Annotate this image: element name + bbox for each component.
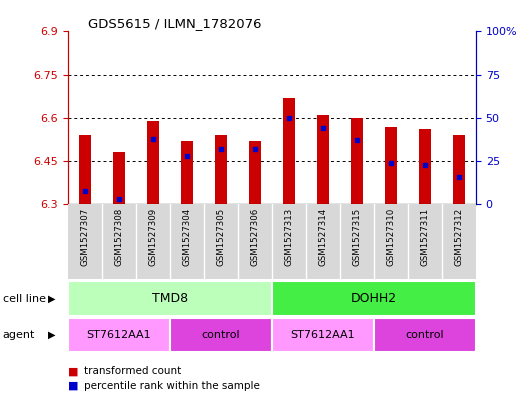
Text: GSM1527309: GSM1527309 — [149, 208, 157, 266]
Bar — [215, 135, 227, 204]
Text: GSM1527305: GSM1527305 — [217, 208, 225, 266]
Bar — [283, 98, 295, 204]
Text: GSM1527311: GSM1527311 — [420, 208, 429, 266]
Bar — [249, 141, 261, 204]
Text: GSM1527314: GSM1527314 — [319, 208, 327, 266]
Text: control: control — [202, 330, 240, 340]
Text: GSM1527310: GSM1527310 — [386, 208, 395, 266]
Text: GSM1527315: GSM1527315 — [353, 208, 361, 266]
Text: ST7612AA1: ST7612AA1 — [87, 330, 151, 340]
Text: GSM1527307: GSM1527307 — [81, 208, 89, 266]
Text: ■: ■ — [68, 366, 78, 376]
Text: ▶: ▶ — [48, 330, 55, 340]
Text: control: control — [406, 330, 444, 340]
Bar — [453, 135, 465, 204]
Text: cell line: cell line — [3, 294, 46, 304]
Text: transformed count: transformed count — [84, 366, 181, 376]
Text: GSM1527304: GSM1527304 — [183, 208, 191, 266]
Bar — [317, 115, 329, 204]
Bar — [147, 121, 159, 204]
Text: DOHH2: DOHH2 — [351, 292, 397, 305]
Text: GSM1527306: GSM1527306 — [251, 208, 259, 266]
Text: GDS5615 / ILMN_1782076: GDS5615 / ILMN_1782076 — [88, 17, 262, 30]
Text: GSM1527312: GSM1527312 — [454, 208, 463, 266]
Bar — [79, 135, 91, 204]
Text: ▶: ▶ — [48, 294, 55, 304]
Bar — [385, 127, 397, 204]
Bar — [113, 152, 125, 204]
Text: TMD8: TMD8 — [152, 292, 188, 305]
Text: agent: agent — [3, 330, 35, 340]
Text: ■: ■ — [68, 381, 78, 391]
Text: GSM1527313: GSM1527313 — [285, 208, 293, 266]
Bar — [419, 129, 431, 204]
Bar — [181, 141, 193, 204]
Bar — [351, 118, 363, 204]
Text: GSM1527308: GSM1527308 — [115, 208, 123, 266]
Text: percentile rank within the sample: percentile rank within the sample — [84, 381, 259, 391]
Text: ST7612AA1: ST7612AA1 — [291, 330, 355, 340]
